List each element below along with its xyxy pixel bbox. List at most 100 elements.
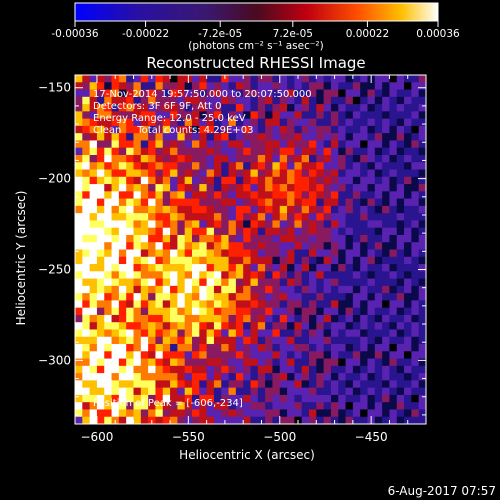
heatmap-cell [352,176,361,185]
heatmap-cell [330,82,339,90]
heatmap-cell [352,147,361,156]
heatmap-cell [294,154,303,163]
heatmap-cell [235,205,244,214]
heatmap-cell [213,154,222,163]
heatmap-cell [404,191,412,199]
heatmap-cell [177,176,186,185]
heatmap-cell [228,89,237,98]
heatmap-cell [162,394,171,403]
heatmap-cell [148,307,156,316]
heatmap-cell [287,373,295,381]
heatmap-cell [294,242,303,250]
heatmap-cell [213,249,222,258]
heatmap-cell [118,111,127,120]
heatmap-cell [96,409,105,418]
heatmap-cell [418,416,426,424]
heatmap-cell [206,351,215,359]
heatmap-cell [82,184,91,192]
heatmap-cell [133,82,142,90]
heatmap-cell [243,125,251,134]
heatmap-cell [338,285,346,294]
heatmap-cell [133,191,142,199]
heatmap-cell [404,96,412,105]
heatmap-cell [360,256,368,265]
heatmap-cell [111,351,120,359]
heatmap-cell [250,96,259,105]
heatmap-cell [206,154,215,163]
heatmap-cell [235,154,244,163]
heatmap-cell [148,169,156,178]
heatmap-cell [140,169,149,178]
heatmap-cell [133,380,142,389]
heatmap-cell [411,373,420,381]
heatmap-cell [192,336,200,345]
heatmap-cell [177,89,186,98]
heatmap-cell [162,242,171,250]
heatmap-cell [330,409,339,418]
heatmap-cell [338,234,346,243]
heatmap-cell [404,394,412,403]
heatmap-cell [89,198,98,207]
heatmap-cell [279,256,288,265]
heatmap-cell [199,351,208,359]
heatmap-cell [243,344,251,352]
heatmap-cell [396,380,405,389]
y-tick-label: −300 [38,353,71,367]
heatmap-cell [316,176,325,185]
heatmap-cell [265,198,273,207]
heatmap-cell [404,402,412,410]
heatmap-cell [294,336,303,345]
heatmap-cell [382,162,390,170]
heatmap-cell [389,322,398,330]
heatmap-cell [184,402,193,410]
heatmap-cell [89,307,98,316]
heatmap-cell [162,329,171,338]
heatmap-cell [104,242,112,250]
heatmap-cell [279,169,288,178]
heatmap-cell [126,176,134,185]
heatmap-cell [177,344,186,352]
heatmap-cell [250,264,259,272]
heatmap-cell [360,344,368,352]
heatmap-cell [75,394,83,403]
heatmap-cell [323,322,332,330]
heatmap-cell [360,89,368,98]
heatmap-cell [148,249,156,258]
heatmap-cell [133,89,142,98]
heatmap-cell [118,169,127,178]
heatmap-cell [199,365,208,374]
heatmap-cell [133,394,142,403]
heatmap-cell [199,125,208,134]
heatmap-cell [96,365,105,374]
heatmap-cell [140,227,149,236]
heatmap-cell [192,75,200,83]
heatmap-cell [301,104,310,112]
heatmap-cell [367,387,376,396]
heatmap-cell [170,256,178,265]
heatmap-cell [75,285,83,294]
heatmap-cell [82,409,91,418]
heatmap-cell [389,380,398,389]
heatmap-cell [287,169,295,178]
heatmap-cell [411,387,420,396]
heatmap-cell [206,125,215,134]
heatmap-cell [104,300,112,309]
heatmap-cell [250,162,259,170]
heatmap-cell [170,220,178,229]
heatmap-cell [279,104,288,112]
heatmap-cell [184,344,193,352]
heatmap-cell [126,162,134,170]
heatmap-cell [309,96,317,105]
heatmap-cell [118,358,127,367]
heatmap-cell [221,198,229,207]
heatmap-cell [418,351,426,359]
heatmap-cell [265,75,273,83]
heatmap-cell [287,278,295,287]
heatmap-cell [301,336,310,345]
heatmap-cell [309,409,317,418]
heatmap-cell [228,278,237,287]
heatmap-cell [96,140,105,149]
heatmap-cell [155,285,164,294]
heatmap-cell [279,242,288,250]
heatmap-cell [111,104,120,112]
